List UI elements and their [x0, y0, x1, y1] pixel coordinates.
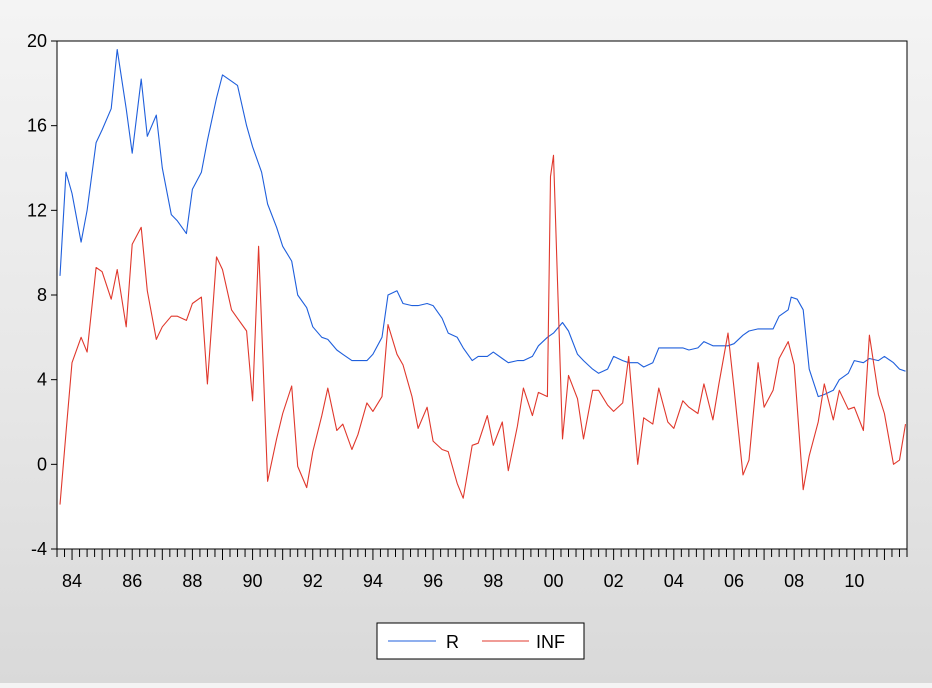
x-tick-label: 00 — [543, 571, 563, 591]
x-tick-label: 96 — [423, 571, 443, 591]
legend-label-inf: INF — [536, 632, 565, 652]
x-tick-label: 88 — [182, 571, 202, 591]
series-layer — [59, 48, 907, 505]
y-axis: -4 0 4 8 12 16 20 — [27, 31, 57, 559]
y-tick-label: 20 — [27, 31, 47, 51]
y-tick-label: -4 — [31, 539, 47, 559]
x-tick-label: 02 — [604, 571, 624, 591]
x-tick-label: 86 — [122, 571, 142, 591]
series-line-r — [59, 48, 906, 398]
y-tick-label: 8 — [37, 285, 47, 305]
x-tick-label: 84 — [62, 571, 82, 591]
x-tick-label: 04 — [664, 571, 684, 591]
x-tick-label: 94 — [363, 571, 383, 591]
y-tick-label: 4 — [37, 370, 47, 390]
x-tick-label: 08 — [784, 571, 804, 591]
x-tick-label: 10 — [844, 571, 864, 591]
y-tick-label: 16 — [27, 116, 47, 136]
x-tick-label: 98 — [483, 571, 503, 591]
series-line-inf — [59, 154, 907, 505]
x-tick-label: 06 — [724, 571, 744, 591]
legend: R INF — [376, 622, 585, 660]
y-tick-label: 12 — [27, 200, 47, 220]
x-tick-label: 92 — [303, 571, 323, 591]
y-tick-label: 0 — [37, 454, 47, 474]
x-axis: 84 86 88 90 92 94 96 98 00 02 04 06 08 10 — [56, 549, 908, 591]
legend-label-r: R — [446, 632, 459, 652]
plot-area — [56, 40, 908, 550]
x-tick-label: 90 — [243, 571, 263, 591]
